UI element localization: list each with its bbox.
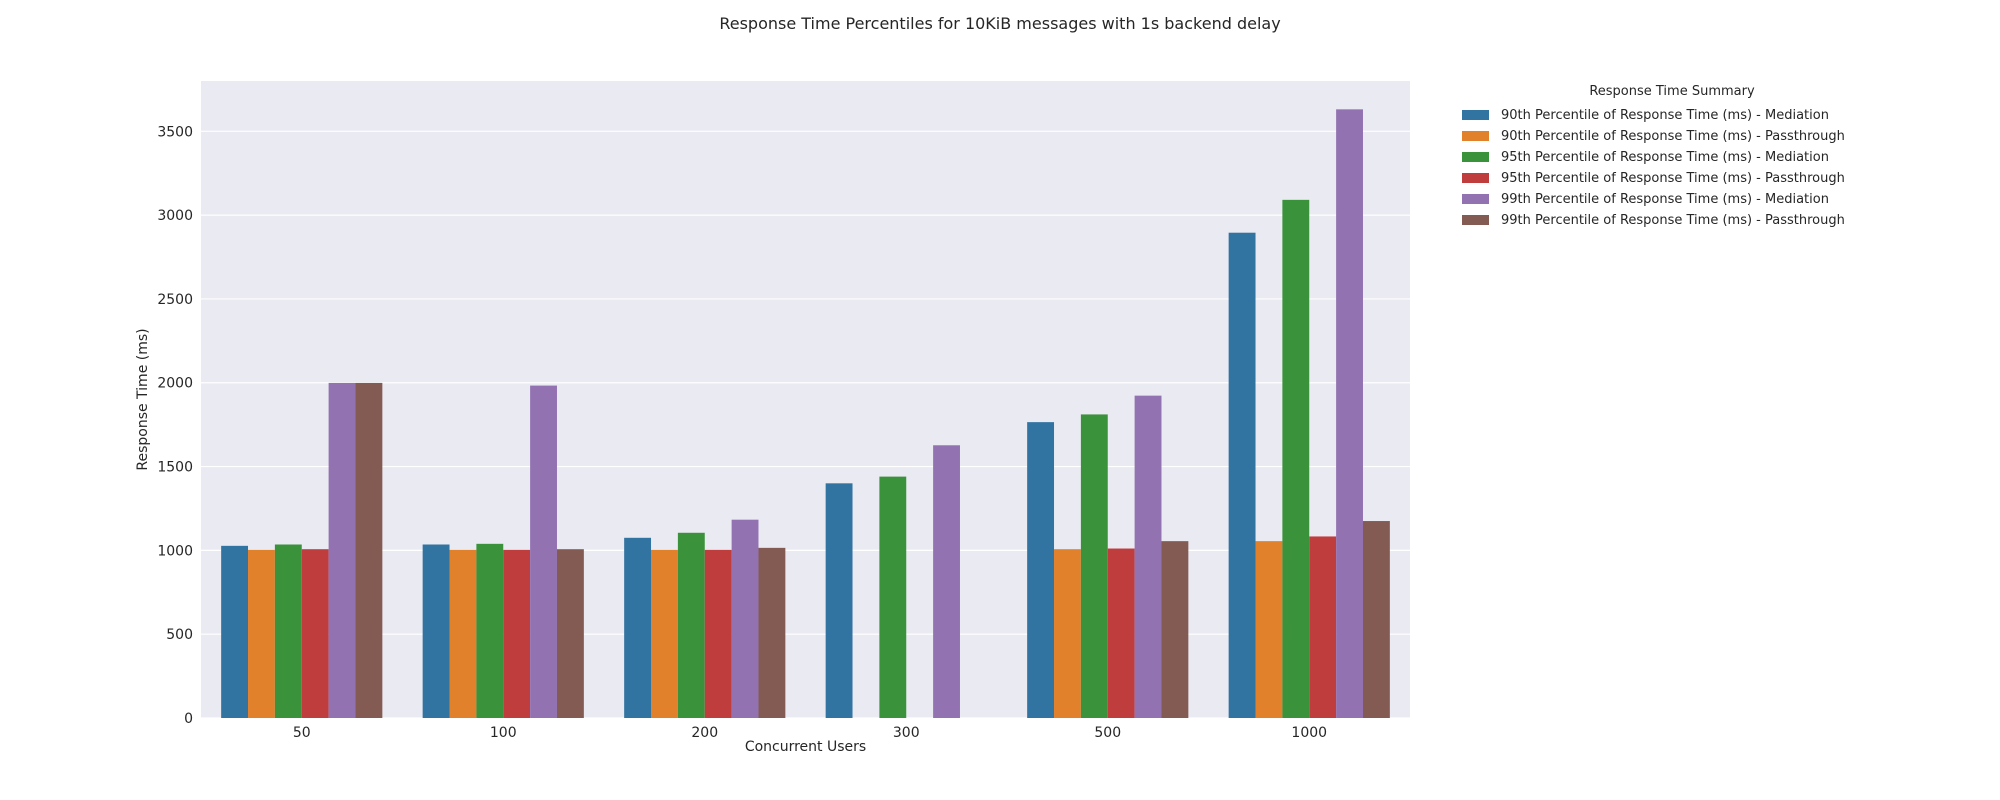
bar bbox=[355, 382, 383, 718]
bar bbox=[422, 544, 450, 718]
bars bbox=[221, 109, 1390, 719]
legend-label: 90th Percentile of Response Time (ms) - … bbox=[1501, 128, 1845, 144]
bar bbox=[1336, 109, 1363, 719]
bar bbox=[1362, 521, 1390, 718]
bar bbox=[624, 537, 652, 718]
legend-item: 90th Percentile of Response Time (ms) - … bbox=[1462, 106, 1829, 124]
legend-item: 99th Percentile of Response Time (ms) - … bbox=[1462, 211, 1845, 229]
bar bbox=[758, 547, 786, 718]
legend-swatch bbox=[1462, 152, 1489, 162]
x-tick-label: 200 bbox=[691, 725, 718, 741]
bar bbox=[1027, 422, 1055, 718]
legend-swatch bbox=[1462, 110, 1489, 120]
y-tick-label: 3000 bbox=[157, 208, 193, 224]
bar bbox=[651, 549, 678, 718]
legend-item: 95th Percentile of Response Time (ms) - … bbox=[1462, 169, 1845, 187]
legend-label: 99th Percentile of Response Time (ms) - … bbox=[1501, 212, 1845, 228]
bar bbox=[1134, 395, 1162, 718]
bar bbox=[248, 549, 275, 718]
bar bbox=[731, 519, 759, 718]
chart-title: Response Time Percentiles for 10KiB mess… bbox=[719, 14, 1281, 33]
y-tick-label: 1000 bbox=[157, 543, 193, 559]
y-tick-label: 2000 bbox=[157, 376, 193, 392]
bar bbox=[503, 549, 531, 718]
bar bbox=[677, 532, 705, 718]
bar bbox=[301, 549, 329, 718]
bar bbox=[1054, 549, 1081, 718]
bar bbox=[1255, 541, 1283, 718]
x-tick-label: 300 bbox=[893, 725, 920, 741]
bar bbox=[449, 549, 477, 718]
x-axis-label: Concurrent Users bbox=[745, 739, 866, 755]
bar bbox=[879, 476, 907, 718]
legend-label: 95th Percentile of Response Time (ms) - … bbox=[1501, 149, 1829, 165]
legend-item: 90th Percentile of Response Time (ms) - … bbox=[1462, 127, 1845, 145]
legend-title: Response Time Summary bbox=[1589, 84, 1755, 99]
y-axis: 0 500 1000 1500 2000 2500 3000 3500 bbox=[157, 124, 193, 727]
legend-label: 95th Percentile of Response Time (ms) - … bbox=[1501, 170, 1845, 186]
bar bbox=[328, 382, 356, 718]
bar bbox=[221, 545, 249, 718]
y-axis-label: Response Time (ms) bbox=[135, 328, 151, 470]
bar bbox=[530, 385, 557, 718]
gridlines bbox=[201, 130, 1410, 719]
legend-label: 99th Percentile of Response Time (ms) - … bbox=[1501, 191, 1829, 207]
x-tick-label: 500 bbox=[1094, 725, 1121, 741]
plot-area bbox=[201, 81, 1410, 718]
bar bbox=[1282, 199, 1310, 719]
legend-swatch bbox=[1462, 215, 1489, 225]
x-tick-label: 100 bbox=[490, 725, 517, 741]
x-tick-label: 1000 bbox=[1291, 725, 1327, 741]
legend-swatch bbox=[1462, 173, 1489, 183]
bar bbox=[1309, 536, 1337, 718]
legend-label: 90th Percentile of Response Time (ms) - … bbox=[1501, 107, 1829, 123]
bar bbox=[1080, 414, 1108, 718]
bar bbox=[1107, 548, 1135, 718]
legend-item: 95th Percentile of Response Time (ms) - … bbox=[1462, 148, 1829, 166]
y-tick-label: 1500 bbox=[157, 460, 193, 476]
legend-swatch bbox=[1462, 131, 1489, 141]
y-tick-label: 2500 bbox=[157, 292, 193, 308]
bar bbox=[556, 549, 584, 718]
bar bbox=[1161, 541, 1189, 718]
y-tick-label: 0 bbox=[184, 711, 193, 727]
x-axis: 50 100 200 300 500 1000 bbox=[293, 725, 1327, 741]
bar bbox=[704, 549, 732, 718]
x-tick-label: 50 bbox=[293, 725, 311, 741]
bar bbox=[476, 543, 504, 718]
bar bbox=[825, 483, 853, 718]
bar bbox=[274, 544, 302, 718]
y-tick-label: 3500 bbox=[157, 124, 193, 140]
y-tick-label: 500 bbox=[166, 627, 193, 643]
bar bbox=[933, 445, 960, 718]
legend-item: 99th Percentile of Response Time (ms) - … bbox=[1462, 190, 1829, 208]
legend-swatch bbox=[1462, 194, 1489, 204]
bar bbox=[1228, 232, 1256, 718]
